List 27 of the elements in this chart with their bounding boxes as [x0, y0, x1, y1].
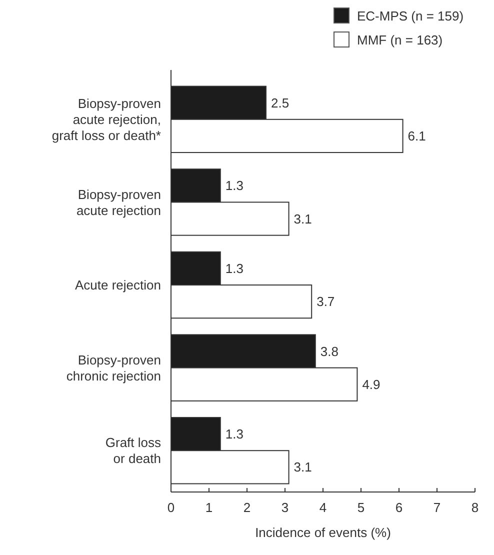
- x-tick-label: 3: [281, 500, 289, 515]
- y-tick-label: Biopsy-proven acute rejection: [76, 186, 161, 218]
- y-tick-label: Acute rejection: [75, 278, 161, 293]
- data-label: 1.3: [225, 426, 244, 442]
- data-label: 6.1: [408, 128, 426, 144]
- x-tick-label: 1: [205, 500, 213, 515]
- x-tick-label: 0: [167, 500, 175, 515]
- x-tick-label: 2: [243, 500, 251, 515]
- data-label: 2.5: [271, 95, 290, 110]
- x-tick-label: 7: [433, 500, 441, 515]
- x-tick-label: 8: [471, 500, 479, 515]
- data-label: 3.1: [294, 460, 312, 475]
- data-label: 3.8: [320, 344, 338, 359]
- y-tick-label: Biopsy-proven chronic rejection: [66, 352, 161, 384]
- x-tick-label: 4: [319, 500, 327, 515]
- legend-label: EC-MPS (n = 159): [357, 8, 464, 24]
- data-label: 3.7: [316, 294, 335, 310]
- x-tick-label: 6: [395, 500, 403, 515]
- y-tick-label: Graft loss or death: [105, 435, 162, 466]
- data-label: 1.3: [225, 260, 244, 276]
- data-label: 4.9: [362, 376, 380, 392]
- x-tick-label: 5: [357, 500, 365, 515]
- text: MMF (n = 163): [357, 32, 443, 48]
- y-tick-label: Biopsy-proven acute rejection, graft loss or death*: [52, 96, 161, 143]
- data-label: 1.3: [225, 178, 244, 194]
- data-label: 3.1: [294, 211, 312, 226]
- x-axis-title: Incidence of events (%): [255, 525, 391, 540]
